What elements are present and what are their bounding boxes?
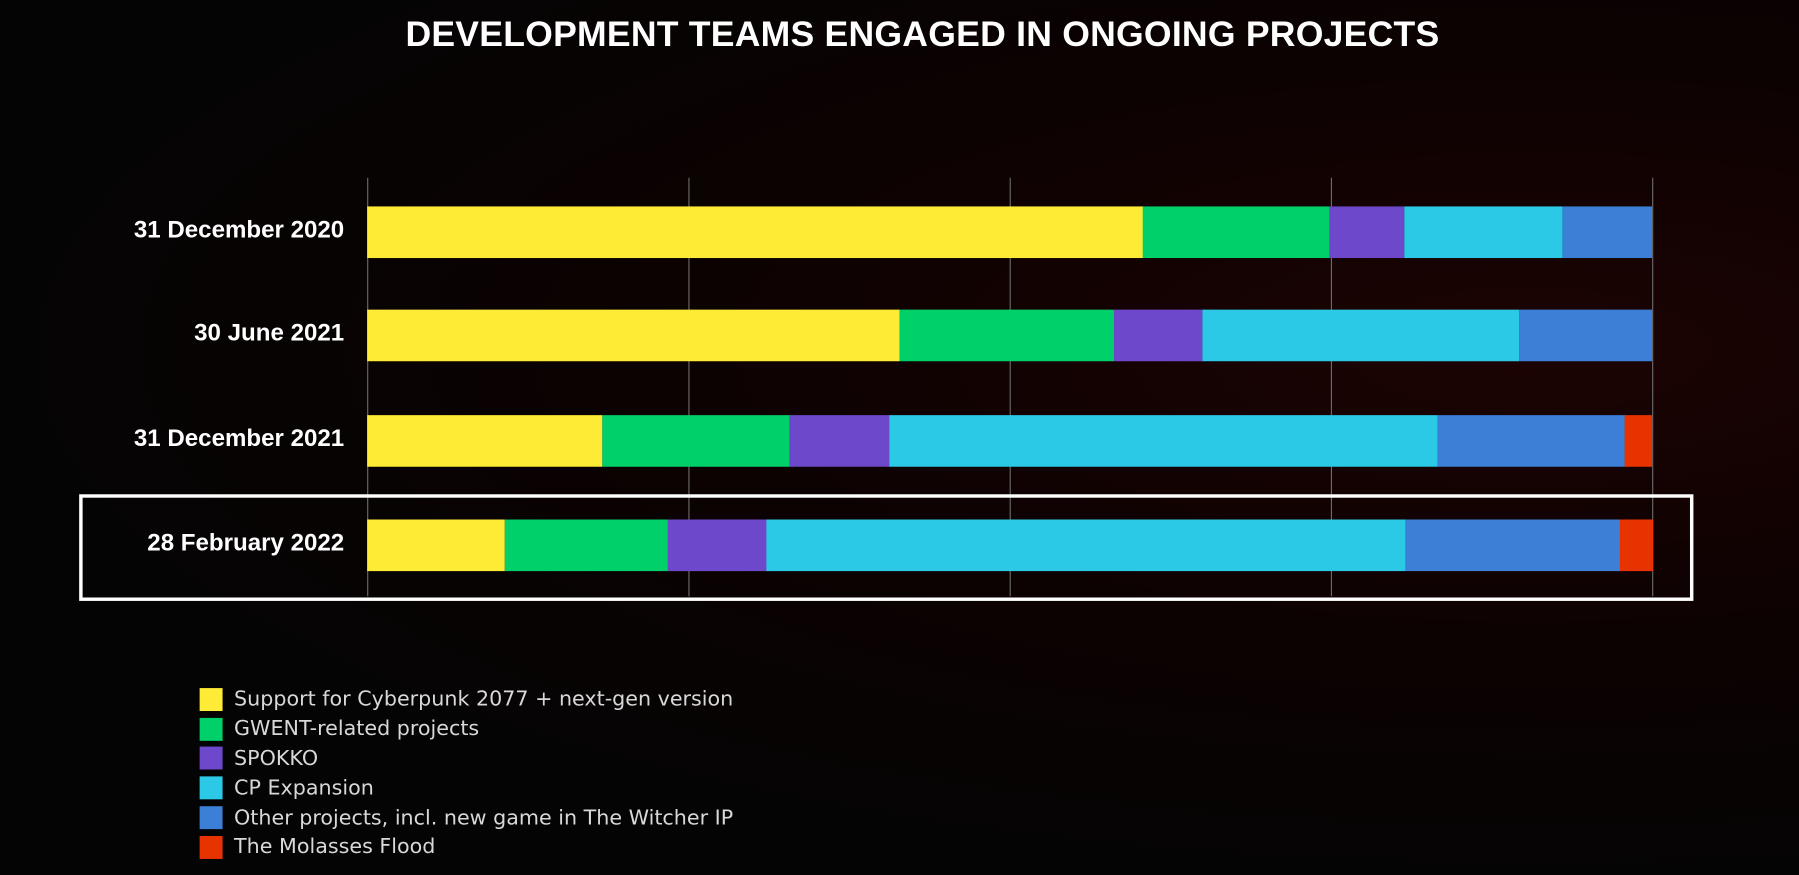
bar-segment <box>1329 206 1405 259</box>
category-label: 31 December 2021 <box>133 425 345 452</box>
legend-label: CP Expansion <box>234 776 374 801</box>
bar-segment <box>667 519 768 572</box>
gridline <box>367 177 369 597</box>
legend-swatch <box>199 806 223 830</box>
category-label: 28 February 2022 <box>147 529 345 557</box>
bar-segment <box>1113 309 1203 362</box>
bar-segment <box>1625 415 1653 467</box>
legend-label: The Molasses Flood <box>234 835 436 860</box>
bar-segment <box>1518 309 1653 362</box>
legend: Support for Cyberpunk 2077 + next-gen ve… <box>199 685 734 863</box>
bar-segment <box>789 415 890 467</box>
bar-segment <box>1202 309 1520 362</box>
bar-segment <box>367 309 900 362</box>
bar-segment <box>1619 519 1653 572</box>
legend-label: Other projects, incl. new game in The Wi… <box>234 805 734 830</box>
category-label: 30 June 2021 <box>194 319 345 347</box>
bar-segment <box>888 415 1439 467</box>
legend-item: The Molasses Flood <box>199 833 734 863</box>
bar-segment <box>1404 206 1563 259</box>
legend-swatch <box>199 776 223 800</box>
bar-segment <box>1405 519 1621 572</box>
legend-item: CP Expansion <box>199 773 734 803</box>
bar-segment <box>1562 206 1653 259</box>
legend-item: Support for Cyberpunk 2077 + next-gen ve… <box>199 685 734 715</box>
bar-segment <box>1437 415 1626 467</box>
bar-segment <box>766 519 1406 572</box>
legend-item: SPOKKO <box>199 744 734 774</box>
gridline <box>1652 177 1654 597</box>
bar-segment <box>367 519 506 572</box>
category-label: 31 December 2020 <box>133 216 345 244</box>
bar-segment <box>899 309 1115 362</box>
legend-swatch <box>199 747 223 771</box>
bar-segment <box>1143 206 1331 259</box>
chart-title: DEVELOPMENT TEAMS ENGAGED IN ONGOING PRO… <box>405 13 1440 54</box>
legend-swatch <box>199 835 223 859</box>
legend-label: Support for Cyberpunk 2077 + next-gen ve… <box>234 687 734 712</box>
bar-segment <box>367 415 603 467</box>
legend-swatch <box>199 687 223 711</box>
legend-label: SPOKKO <box>234 746 319 771</box>
legend-item: Other projects, incl. new game in The Wi… <box>199 803 734 833</box>
gridline <box>1330 177 1333 597</box>
bar-segment <box>367 206 1144 259</box>
bar-segment <box>504 519 669 572</box>
legend-item: GWENT-related projects <box>199 714 734 744</box>
bar-segment <box>602 415 791 467</box>
legend-label: GWENT-related projects <box>234 716 480 742</box>
gridline <box>688 177 690 597</box>
highlight-box <box>79 494 1694 601</box>
gridline <box>1009 177 1011 597</box>
legend-swatch <box>199 717 223 741</box>
